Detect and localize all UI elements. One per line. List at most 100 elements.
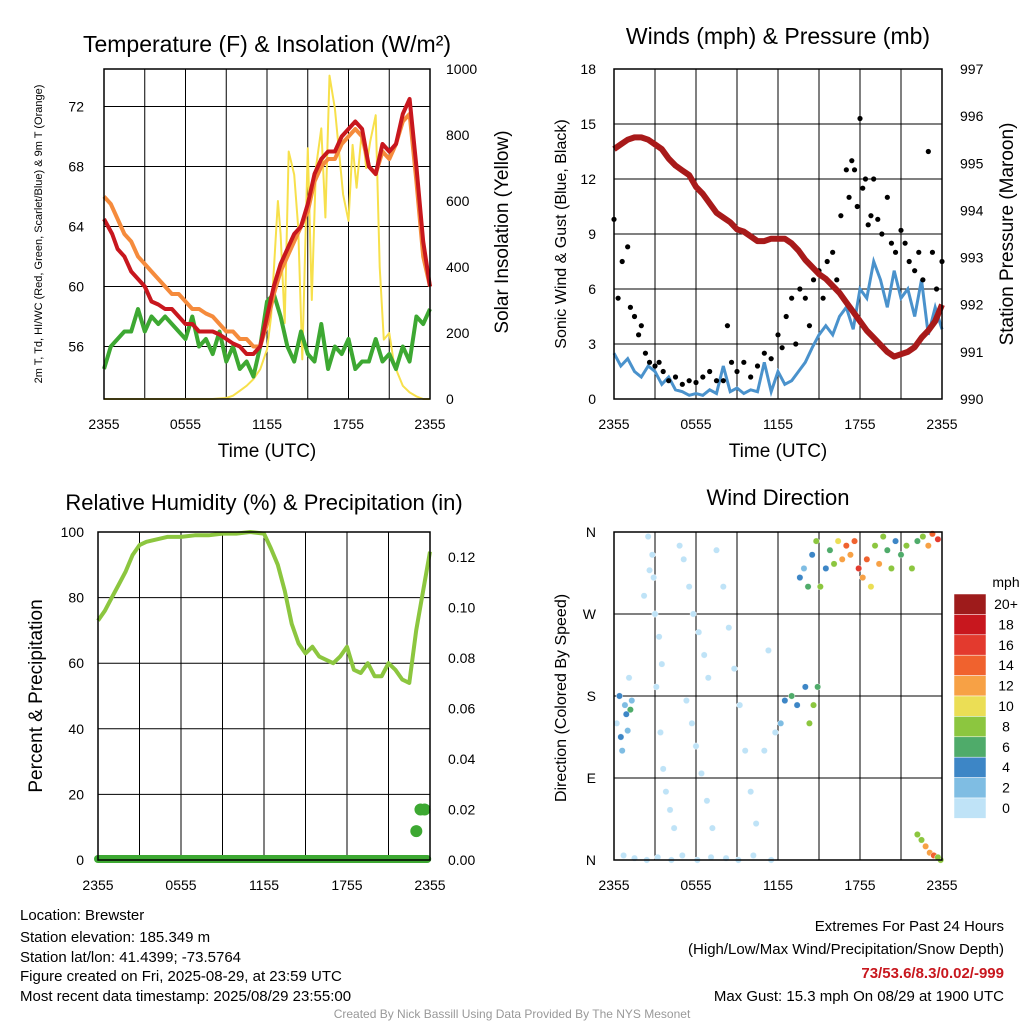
y-tick-label: 0 (76, 852, 84, 868)
gust-point (672, 374, 679, 380)
series-solar-insolation (104, 74, 430, 400)
gust-point (728, 359, 735, 365)
gust-point (741, 359, 747, 365)
x-tick-label: 2355 (414, 416, 445, 432)
info-latlon: Station lat/lon: 41.4399; -73.5764 (20, 949, 242, 966)
y2-tick-label: 200 (446, 325, 470, 341)
gust-point (824, 258, 830, 265)
legend-swatch (953, 797, 987, 819)
x-tick-label: 2355 (598, 416, 629, 432)
y-tick-label: 12 (580, 171, 596, 187)
direction-point (892, 537, 899, 545)
direction-point (897, 551, 905, 559)
direction-point (695, 628, 703, 636)
direction-point (624, 727, 632, 735)
direction-point (747, 788, 755, 796)
gust-point (933, 286, 940, 292)
direction-point (698, 770, 705, 777)
info-created: Figure created on Fri, 2025-08-29, at 23… (20, 968, 342, 985)
x-tick-label: 1755 (844, 416, 875, 432)
gust-point (775, 332, 781, 338)
direction-point (655, 633, 663, 641)
direction-point (808, 551, 816, 559)
direction-point (646, 566, 653, 574)
y-tick-label: 20 (68, 786, 84, 802)
legend-swatch (953, 777, 987, 799)
direction-point (676, 542, 683, 550)
gust-point (884, 194, 890, 200)
y2-tick-label: 1000 (446, 61, 477, 77)
direction-point (777, 719, 785, 727)
series-station-pressure (612, 134, 945, 360)
y-tick-label: N (586, 524, 596, 540)
gust-point (724, 323, 731, 329)
y2-tick-label: 0.08 (448, 650, 475, 666)
direction-point (801, 683, 809, 691)
x-tick-label: 1155 (763, 877, 793, 893)
x-tick-label: 1755 (333, 416, 364, 432)
gust-point (779, 345, 785, 351)
y-tick-label: 72 (68, 99, 84, 115)
y-tick-label: 64 (68, 219, 84, 235)
direction-point (788, 692, 796, 700)
gust-point (810, 277, 817, 283)
gust-point (700, 374, 706, 380)
direction-point (752, 820, 760, 827)
gust-point (660, 368, 666, 375)
direction-point (658, 660, 666, 668)
direction-point (879, 533, 887, 540)
legend-swatch (953, 716, 987, 738)
legend-label: 2 (1002, 780, 1010, 796)
legend-swatch (953, 614, 987, 636)
direction-point (709, 824, 716, 832)
gust-point (820, 295, 826, 301)
y2-axis-label: Station Pressure (Maroon) (997, 123, 1018, 346)
direction-point (689, 610, 697, 618)
series-sonic-wind (612, 255, 944, 398)
y2-tick-label: 600 (446, 193, 470, 209)
gust-point (912, 268, 918, 274)
gust-point (865, 222, 871, 228)
direction-point (863, 555, 871, 563)
direction-point (713, 546, 720, 554)
legend-swatch (953, 634, 987, 656)
direction-point (834, 537, 842, 545)
direction-point (867, 583, 875, 591)
direction-point (814, 683, 822, 691)
direction-point (750, 852, 757, 859)
direction-point (736, 701, 744, 709)
gust-point (768, 356, 774, 362)
x-axis-label: Time (UTC) (729, 441, 828, 462)
y2-tick-label: 996 (960, 108, 984, 124)
direction-point (781, 697, 789, 704)
y-axis-label: 2m T, Td, HI/WC (Red, Green, Scarlet/Blu… (33, 85, 45, 384)
gust-point (652, 363, 658, 369)
y2-tick-label: 0.04 (448, 751, 475, 767)
direction-point (640, 592, 648, 600)
y-axis-label: Percent & Precipitation (26, 599, 47, 792)
chart-title: Winds (mph) & Pressure (mb) (626, 23, 930, 49)
x-tick-label: 1155 (763, 416, 793, 432)
direction-point (703, 797, 711, 805)
direction-point (883, 546, 891, 554)
direction-point (617, 733, 625, 741)
gust-point (627, 304, 634, 310)
y2-tick-label: 0.02 (448, 802, 475, 818)
series-relative-humidity (96, 530, 432, 685)
legend-label: 18 (998, 616, 1014, 632)
y2-tick-label: 0.06 (448, 701, 475, 717)
direction-point (871, 542, 879, 550)
direction-point (652, 683, 660, 691)
gust-point (686, 378, 692, 384)
gust-point (783, 313, 789, 320)
legend-label: 6 (1002, 739, 1010, 755)
extremes-values: 73/53.6/8.3/0.02/-999 (861, 965, 1004, 982)
direction-point (816, 583, 824, 591)
direction-point (914, 537, 921, 545)
gust-point (646, 359, 653, 365)
gust-point (843, 167, 849, 173)
direction-point (888, 565, 895, 572)
direction-point (812, 537, 820, 545)
direction-point (908, 565, 916, 572)
